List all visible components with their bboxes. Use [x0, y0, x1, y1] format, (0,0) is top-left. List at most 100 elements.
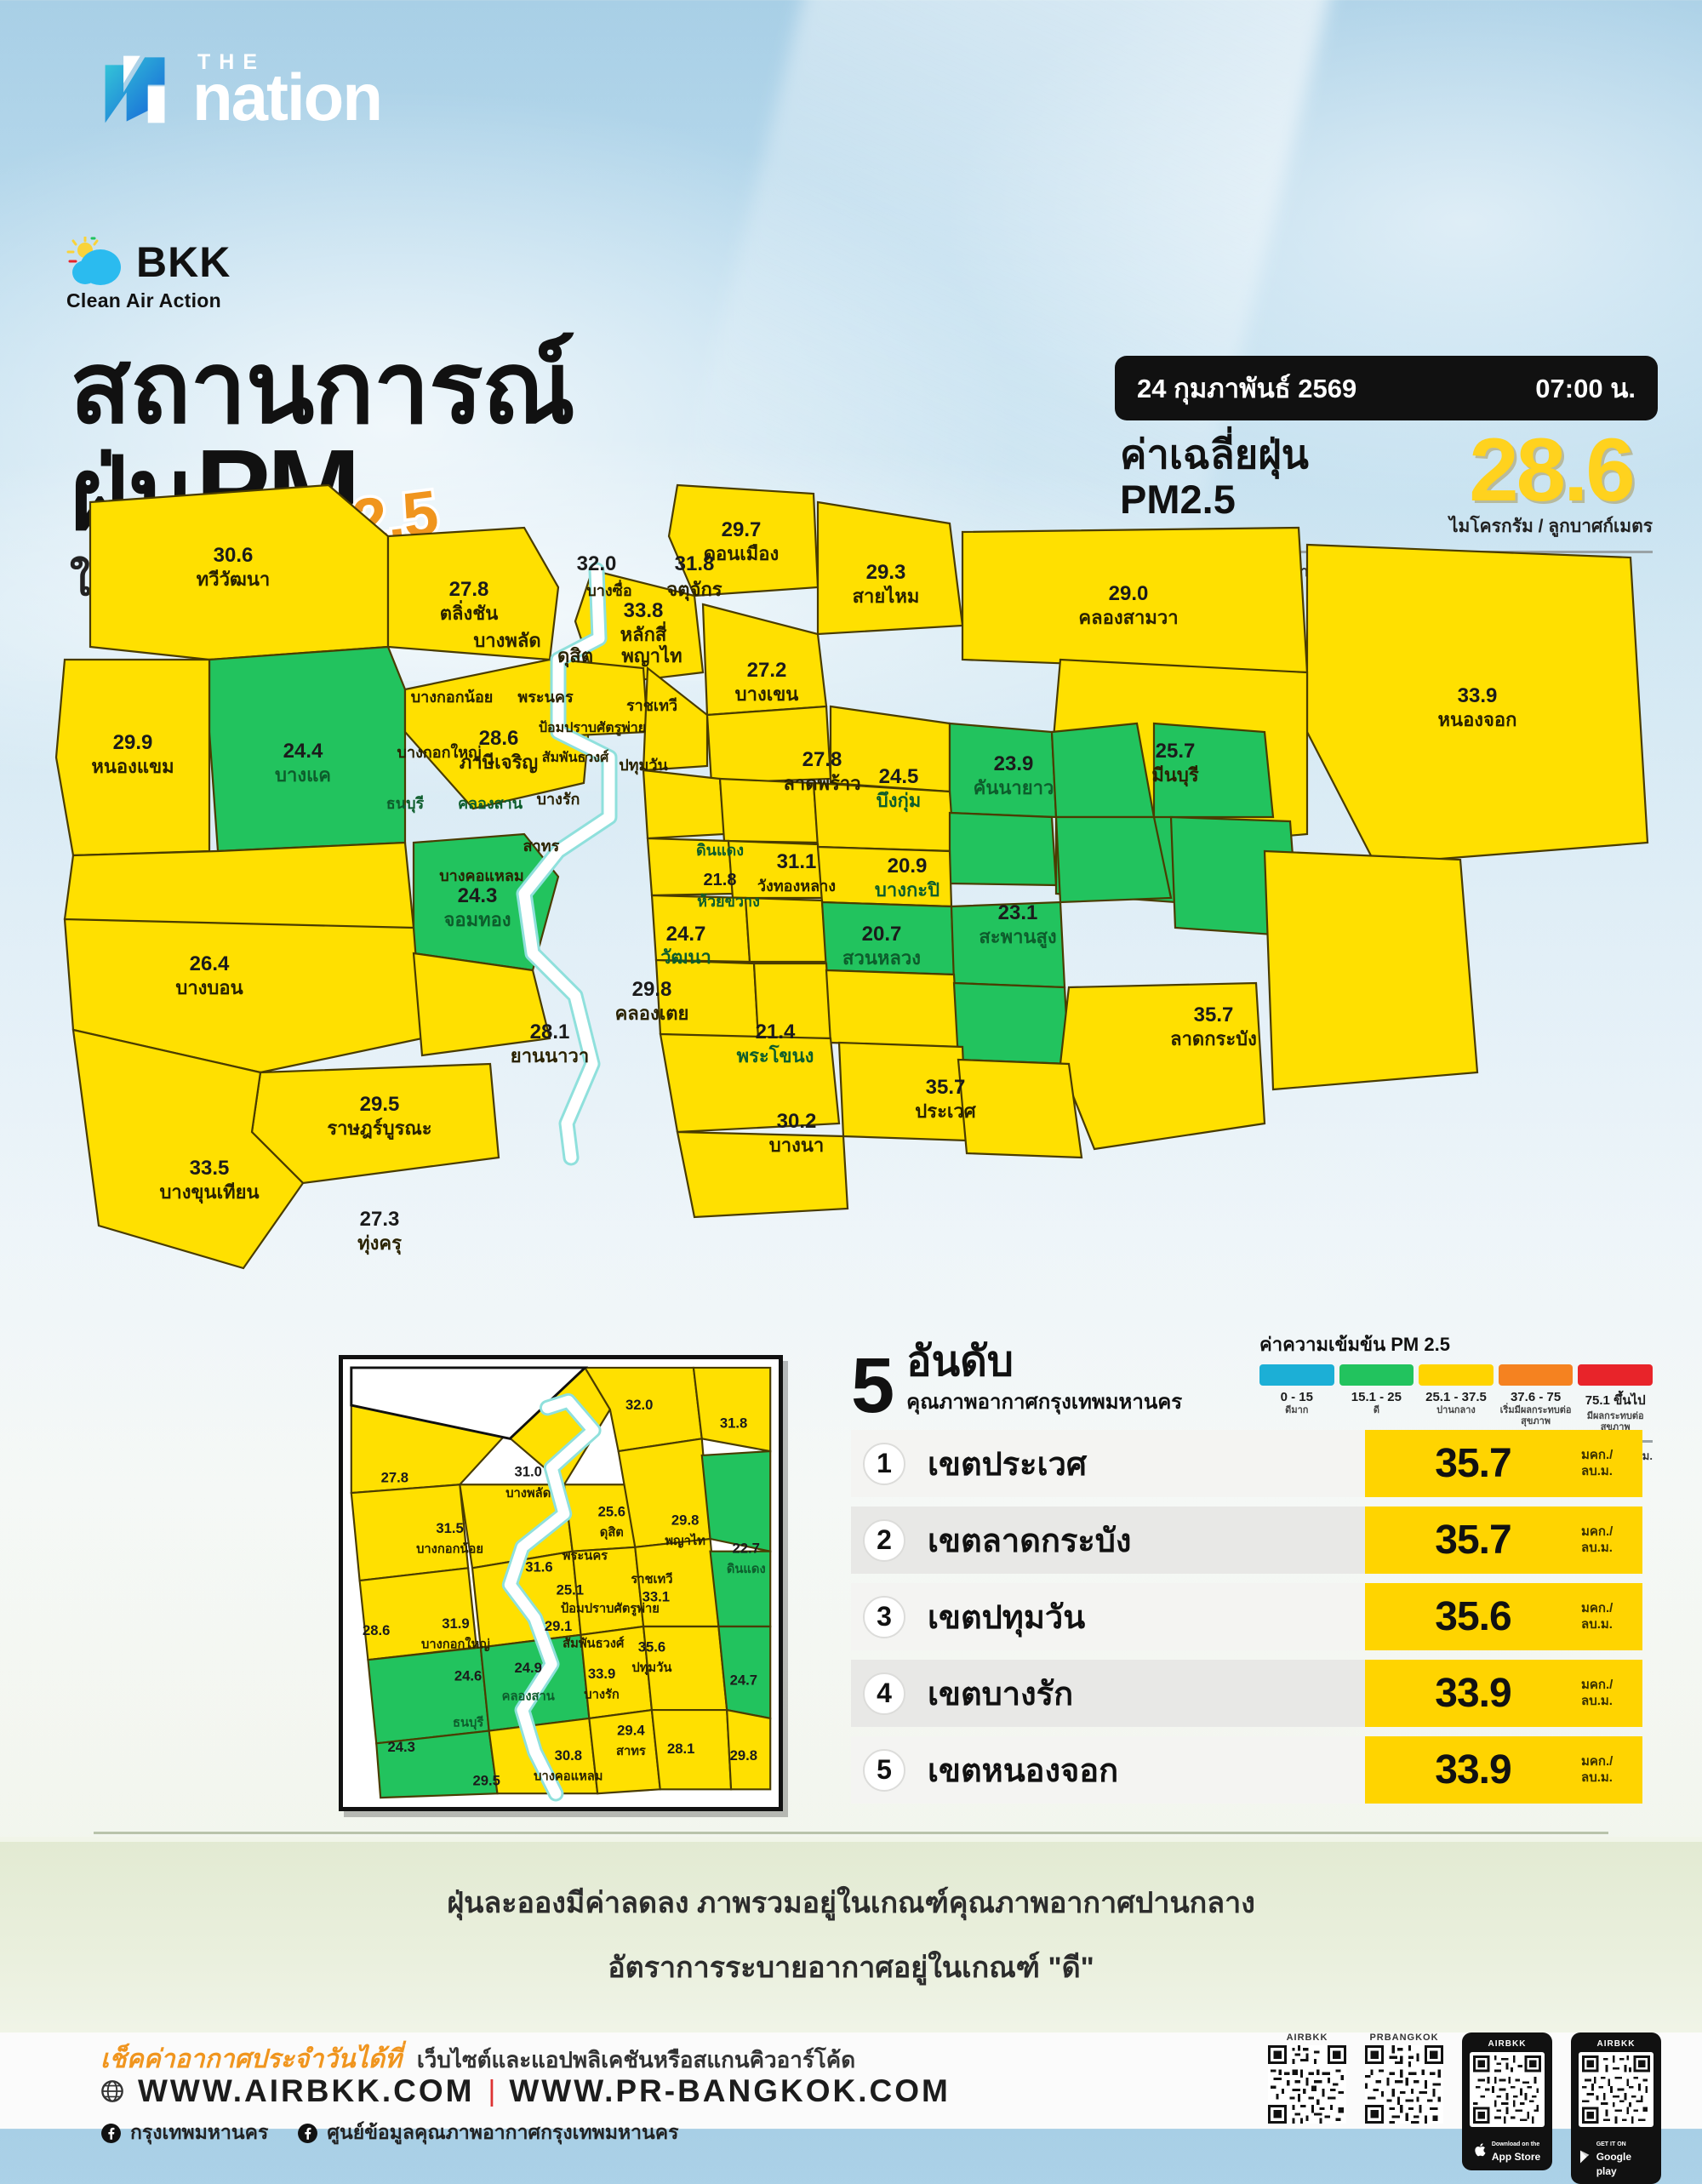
- svg-text:ดินแดง: ดินแดง: [696, 842, 744, 859]
- legend-band-1: 15.1 - 25 ดี: [1339, 1364, 1414, 1433]
- bangkok-pm25-choropleth-map: 30.6 ทวีวัฒนา 27.8 ตลิ่งชัน 29.9 หนองแขม 24…: [48, 477, 1656, 1370]
- svg-text:บางกอกใหญ่: บางกอกใหญ่: [421, 1637, 490, 1652]
- rank-badge: 3: [863, 1595, 905, 1638]
- svg-text:28.1: 28.1: [667, 1741, 694, 1757]
- svg-text:35.6: 35.6: [638, 1638, 665, 1655]
- svg-text:บางกอกใหญ่: บางกอกใหญ่: [397, 743, 482, 762]
- svg-text:จตุจักร: จตุจักร: [666, 579, 722, 602]
- svg-text:23.9: 23.9: [994, 752, 1034, 775]
- social-air-quality-center[interactable]: ศูนย์ข้อมูลคุณภาพอากาศกรุงเทพมหานคร: [297, 2118, 679, 2148]
- qr-prbangkok[interactable]: PRBANGKOK: [1365, 2032, 1443, 2128]
- legend-range-4: 75.1 ขึ้นไป: [1585, 1393, 1646, 1408]
- svg-text:29.8: 29.8: [730, 1747, 757, 1764]
- svg-text:ธนบุรี: ธนบุรี: [386, 795, 425, 814]
- svg-text:29.9: 29.9: [113, 731, 153, 754]
- svg-text:28.1: 28.1: [530, 1021, 570, 1043]
- rank-unit-l1: มคก./: [1581, 1677, 1613, 1692]
- ranking-big-number: 5: [851, 1342, 895, 1430]
- svg-text:ราชเทวี: ราชเทวี: [626, 697, 677, 714]
- legend-swatch-unhealthy-start: [1498, 1364, 1573, 1386]
- svg-text:30.6: 30.6: [214, 544, 254, 567]
- svg-text:ปทุมวัน: ปทุมวัน: [619, 757, 668, 775]
- legend-desc-2: ปานกลาง: [1436, 1405, 1476, 1415]
- legend-desc-3: เริ่มมีผลกระทบต่อสุขภาพ: [1499, 1405, 1572, 1427]
- svg-text:27.8: 27.8: [381, 1469, 408, 1485]
- top5-ranking-panel: 5 อันดับ คุณภาพอากาศกรุงเทพมหานคร 1 เขตป…: [851, 1341, 1642, 1813]
- qr-airbkk[interactable]: AIRBKK: [1268, 2032, 1346, 2128]
- summary-line-2: อัตราการระบายอากาศอยู่ในเกณฑ์ "ดี": [608, 1952, 1094, 1984]
- svg-text:บางบอน: บางบอน: [175, 977, 243, 998]
- legend-range-1: 15.1 - 25: [1351, 1390, 1402, 1404]
- ranking-subtitle: คุณภาพอากาศกรุงเทพมหานคร: [906, 1391, 1183, 1414]
- legend-desc-0: ดีมาก: [1285, 1405, 1309, 1415]
- svg-text:ทวีวัฒนา: ทวีวัฒนา: [197, 569, 270, 590]
- datetime-bar: 24 กุมภาพันธ์ 2569 07:00 น.: [1115, 356, 1658, 420]
- svg-text:33.1: 33.1: [643, 1589, 670, 1605]
- footer-url-airbkk[interactable]: WWW.AIRBKK.COM: [138, 2073, 475, 2108]
- social-bangkok[interactable]: กรุงเทพมหานคร: [100, 2118, 268, 2148]
- rank-unit: มคก./ ลบ.ม.: [1581, 1507, 1642, 1574]
- average-label-line1: ค่าเฉลี่ยฝุ่น: [1120, 432, 1309, 477]
- svg-text:24.6: 24.6: [454, 1668, 482, 1684]
- legend-range-3: 37.6 - 75: [1510, 1390, 1562, 1404]
- svg-text:ห้วยขวาง: ห้วยขวาง: [697, 893, 760, 910]
- svg-text:32.0: 32.0: [577, 552, 617, 575]
- svg-text:33.5: 33.5: [190, 1157, 230, 1180]
- social-air-quality-center-label: ศูนย์ข้อมูลคุณภาพอากาศกรุงเทพมหานคร: [327, 2121, 679, 2143]
- qr-code-icon: [1579, 2052, 1653, 2127]
- svg-text:สัมพันธวงศ์: สัมพันธวงศ์: [563, 1636, 625, 1651]
- svg-text:สวนหลวง: สวนหลวง: [842, 947, 921, 969]
- table-row: 3 เขตปทุมวัน 35.6 มคก./ ลบ.ม.: [851, 1583, 1642, 1650]
- svg-text:ภาษีเจริญ: ภาษีเจริญ: [460, 752, 538, 774]
- svg-text:31.8: 31.8: [675, 552, 715, 575]
- svg-text:20.9: 20.9: [888, 855, 928, 878]
- svg-text:พระโขนง: พระโขนง: [737, 1044, 814, 1066]
- rank-district-name: เขตปทุมวัน: [928, 1600, 1086, 1636]
- svg-text:30.8: 30.8: [555, 1747, 582, 1764]
- rank-badge: 5: [863, 1748, 905, 1792]
- svg-text:ประเวศ: ประเวศ: [915, 1101, 976, 1122]
- svg-text:คลองสาน: คลองสาน: [502, 1689, 555, 1703]
- google-play-card[interactable]: AIRBKK: [1571, 2032, 1661, 2184]
- svg-text:27.8: 27.8: [449, 578, 489, 601]
- inset-district-labels: 32.0 31.8 27.8 31.0 บางพลัด 25.6 ดุสิต 29.…: [363, 1397, 766, 1788]
- svg-text:29.1: 29.1: [545, 1618, 572, 1634]
- svg-text:พญาไท: พญาไท: [621, 644, 682, 667]
- summary-divider: [94, 1832, 1608, 1834]
- qr-code-icon: [1365, 2045, 1443, 2124]
- inset-map-svg: 32.0 31.8 27.8 31.0 บางพลัด 25.6 ดุสิต 29.…: [343, 1359, 779, 1807]
- svg-text:ลาดพร้าว: ลาดพร้าว: [783, 773, 860, 794]
- svg-text:บางเขน: บางเขน: [735, 683, 799, 705]
- footer-url-prbangkok[interactable]: WWW.PR-BANGKOK.COM: [509, 2073, 951, 2108]
- footer-cta: เช็คค่าอากาศประจำวันได้ที่: [100, 2045, 402, 2073]
- report-date: 24 กุมภาพันธ์ 2569: [1137, 374, 1357, 403]
- nation-logo: THE nation: [100, 52, 383, 130]
- svg-text:21.8: 21.8: [704, 871, 737, 889]
- svg-text:ยานนาวา: ยานนาวา: [511, 1045, 589, 1066]
- rank-unit-l2: ลบ.ม.: [1581, 1769, 1613, 1785]
- svg-text:ราษฎร์บูรณะ: ราษฎร์บูรณะ: [327, 1118, 431, 1141]
- bkk-clean-air-logo: BKK Clean Air Action: [66, 237, 305, 312]
- summary-line-1: ฝุ่นละอองมีค่าลดลง ภาพรวมอยู่ในเกณฑ์คุณภ…: [447, 1887, 1255, 1919]
- average-unit: ไมโครกรัม / ลูกบาศก์เมตร: [1448, 517, 1653, 537]
- svg-text:26.4: 26.4: [190, 952, 230, 975]
- footer: เช็คค่าอากาศประจำวันได้ที่ เว็บไซต์และแอ…: [0, 2032, 1702, 2184]
- qr-prbangkok-caption: PRBANGKOK: [1369, 2032, 1439, 2043]
- svg-text:บางคอแหลม: บางคอแหลม: [534, 1769, 603, 1783]
- rank-district-name: เขตบางรัก: [928, 1677, 1074, 1712]
- svg-text:สะพานสูง: สะพานสูง: [979, 926, 1056, 949]
- svg-text:35.7: 35.7: [926, 1076, 966, 1099]
- legend-range-0: 0 - 15: [1280, 1390, 1313, 1404]
- rank-value: 33.9: [1365, 1736, 1581, 1804]
- svg-text:ตลิ่งชัน: ตลิ่งชัน: [440, 599, 498, 624]
- svg-text:ดินแดง: ดินแดง: [727, 1562, 766, 1576]
- svg-text:25.7: 25.7: [1156, 740, 1196, 763]
- app-store-card[interactable]: AIRBKK: [1462, 2032, 1552, 2170]
- svg-text:วังทองหลาง: วังทองหลาง: [757, 878, 836, 895]
- rank-unit-l2: ลบ.ม.: [1581, 1463, 1613, 1478]
- rank-unit: มคก./ ลบ.ม.: [1581, 1736, 1642, 1804]
- svg-text:29.3: 29.3: [866, 561, 906, 584]
- svg-text:32.0: 32.0: [625, 1397, 653, 1413]
- nation-logomark-icon: [105, 55, 165, 123]
